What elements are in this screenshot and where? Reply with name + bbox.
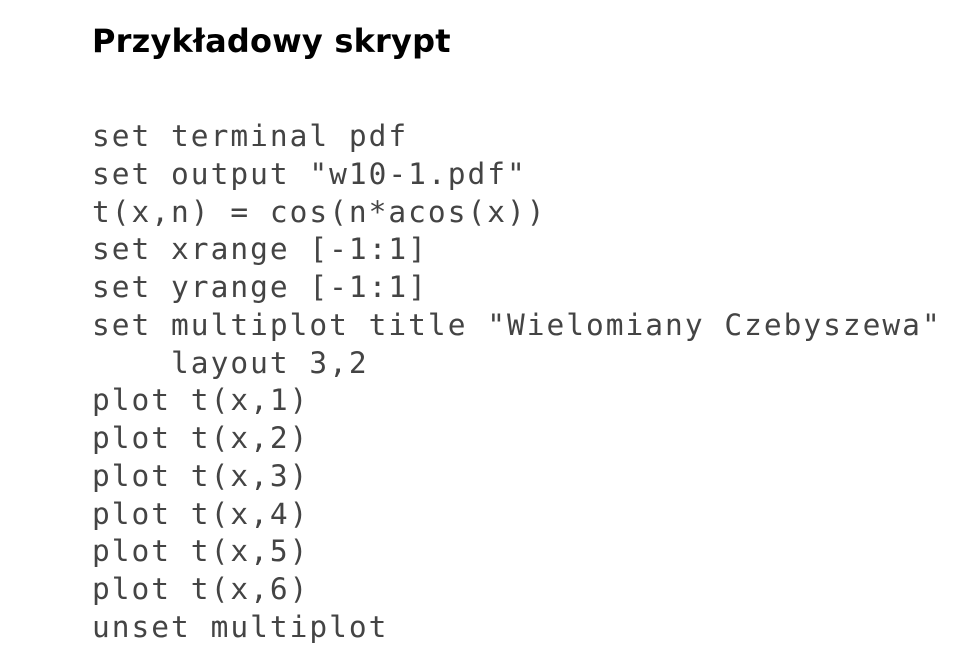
- code-line: layout 3,2: [92, 346, 369, 380]
- code-line: plot t(x,1): [92, 383, 309, 417]
- code-line: set multiplot title "Wielomiany Czebysze…: [92, 308, 942, 342]
- code-line: set xrange [-1:1]: [92, 232, 428, 266]
- code-line: t(x,n) = cos(n*acos(x)): [92, 195, 547, 229]
- code-line: plot t(x,5): [92, 534, 309, 568]
- code-line: set terminal pdf: [92, 119, 408, 153]
- code-line: plot t(x,6): [92, 572, 309, 606]
- code-line: set yrange [-1:1]: [92, 270, 428, 304]
- code-block: set terminal pdf set output "w10-1.pdf" …: [92, 118, 960, 647]
- code-line: unset multiplot: [92, 610, 388, 644]
- slide-page: Przykładowy skrypt set terminal pdf set …: [0, 0, 960, 643]
- slide-title: Przykładowy skrypt: [92, 22, 960, 60]
- code-line: plot t(x,2): [92, 421, 309, 455]
- code-line: set output "w10-1.pdf": [92, 157, 527, 191]
- code-line: plot t(x,4): [92, 497, 309, 531]
- code-line: plot t(x,3): [92, 459, 309, 493]
